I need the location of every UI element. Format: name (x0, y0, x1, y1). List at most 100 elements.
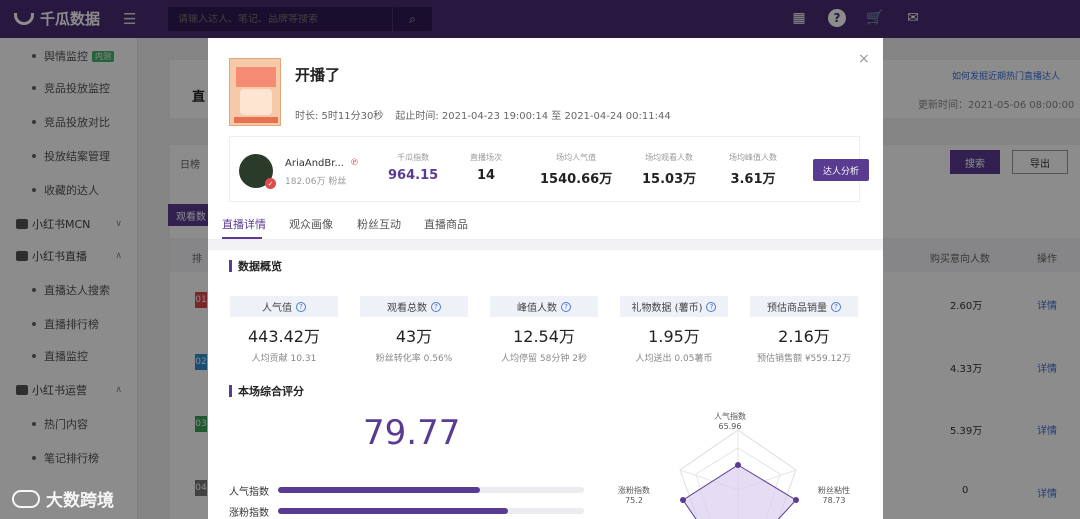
sidebar-item-campaign-report[interactable]: 投放结案管理 (0, 146, 138, 166)
table-cell-value: 4.33万 (950, 364, 983, 375)
bullet-icon (32, 288, 36, 292)
filter-button[interactable]: 观看数 (168, 204, 214, 226)
stat-live-count: 直播场次 14 (470, 153, 502, 183)
page-title-fragment: 直 (192, 90, 206, 105)
app-name: 千瓜数据 (40, 10, 101, 28)
export-button[interactable]: 导出 (1012, 150, 1068, 174)
menu-toggle-icon[interactable]: ☰ (123, 10, 137, 28)
mail-icon[interactable]: ✉ (907, 10, 919, 26)
chevron-up-icon: ∧ (115, 251, 122, 261)
chevron-down-icon: ∨ (115, 219, 122, 229)
live-detail-modal: × 开播了 时长: 5时11分30秒 起止时间: 2021-04-23 19:0… (208, 38, 883, 519)
tab-audience[interactable]: 观众画像 (289, 218, 333, 231)
rank-badge: 03 (195, 416, 207, 432)
bullet-icon (32, 86, 36, 90)
kpi-total-views: 观看总数? 43万 粉丝转化率 0.56% (360, 296, 468, 364)
table-cell-value: 0 (962, 485, 969, 496)
bullet-icon (32, 322, 36, 326)
col-purchase-intent: 购买意向人数 (930, 254, 990, 265)
streamer-card: ✓ AriaAndBr... ℗ 182.06万 粉丝 千瓜指数 964.15 … (229, 136, 869, 202)
sidebar-item-competitor-compare[interactable]: 竞品投放对比 (0, 112, 138, 132)
verified-icon: ✓ (265, 178, 276, 189)
row-detail-link[interactable]: 详情 (1037, 426, 1057, 437)
help-icon[interactable]: ? (828, 9, 846, 27)
kpi-peak-viewers: 峰值人数? 12.54万 人均停留 58分钟 2秒 (490, 296, 598, 364)
score-bar-fill (278, 487, 480, 493)
xiaohongshu-icon: ℗ (350, 158, 359, 168)
detail-tabs: 直播详情 观众画像 粉丝互动 直播商品 (208, 208, 883, 240)
mcn-icon (16, 219, 28, 229)
sidebar: 舆情监控 内测 竞品投放监控 竞品投放对比 投放结案管理 收藏的达人 小红书MCN… (0, 38, 138, 519)
search-icon[interactable]: ⌕ (392, 7, 432, 31)
sidebar-item-note-ranking[interactable]: 笔记排行榜 (0, 448, 138, 468)
close-icon[interactable]: × (858, 51, 870, 67)
live-duration: 时长: 5时11分30秒 (295, 111, 384, 122)
video-icon (16, 251, 28, 261)
stat-qiangua-index: 千瓜指数 964.15 (388, 153, 439, 183)
top-icons: ▦ ? 🛒 ✉ (790, 9, 922, 27)
sidebar-item-live-monitor[interactable]: 直播监控 (0, 346, 138, 366)
live-title: 开播了 (295, 66, 341, 84)
info-icon[interactable]: ? (431, 301, 441, 312)
bullet-icon (32, 154, 36, 158)
cart-icon[interactable]: 🛒 (866, 10, 884, 26)
logo-icon (14, 12, 34, 25)
radar-label-popularity: 人气指数 65.96 (714, 412, 746, 431)
tab-live-products[interactable]: 直播商品 (424, 218, 468, 231)
bullet-icon (32, 422, 36, 426)
info-icon[interactable]: ? (706, 301, 717, 312)
tab-live-detail[interactable]: 直播详情 (222, 218, 266, 231)
help-link[interactable]: 如何发掘近期热门直播达人 (952, 72, 1061, 82)
bullet-icon (32, 188, 36, 192)
sidebar-group-operations[interactable]: 小红书运营 ∧ (0, 380, 138, 400)
bullet-icon (32, 54, 36, 58)
live-cover-image (229, 58, 281, 126)
apps-grid-icon[interactable]: ▦ (792, 10, 806, 26)
active-tab-indicator (222, 237, 262, 239)
sidebar-group-mcn[interactable]: 小红书MCN ∨ (0, 214, 138, 234)
bullet-icon (32, 354, 36, 358)
app-logo[interactable]: 千瓜数据 (14, 8, 100, 29)
score-bar-popularity: 人气指数 (229, 483, 589, 498)
sidebar-item-sentiment[interactable]: 舆情监控 内测 (0, 46, 138, 66)
row-detail-link[interactable]: 详情 (1037, 301, 1057, 312)
streamer-name[interactable]: AriaAndBr... (285, 158, 344, 169)
global-search: ⌕ (168, 7, 432, 31)
top-bar: 千瓜数据 ☰ ⌕ ▦ ? 🛒 ✉ (0, 0, 1080, 38)
score-bar-fill (278, 508, 509, 514)
sidebar-item-live-search[interactable]: 直播达人搜索 (0, 280, 138, 300)
row-detail-link[interactable]: 详情 (1037, 364, 1057, 375)
sidebar-item-hot-content[interactable]: 热门内容 (0, 414, 138, 434)
sidebar-item-favorites[interactable]: 收藏的达人 (0, 180, 138, 200)
table-cell-value: 2.60万 (950, 301, 983, 312)
sidebar-group-live[interactable]: 小红书直播 ∧ (0, 246, 138, 266)
overview-title: 数据概览 (229, 258, 282, 274)
operations-icon (16, 385, 28, 395)
info-icon[interactable]: ? (296, 301, 306, 312)
info-icon[interactable]: ? (561, 301, 571, 312)
sidebar-item-competitor-monitor[interactable]: 竞品投放监控 (0, 78, 138, 98)
chevron-up-icon: ∧ (115, 385, 122, 395)
row-detail-link[interactable]: 详情 (1037, 489, 1057, 500)
watermark-logo: 大数跨境 (12, 486, 114, 511)
col-rank: 排 (192, 254, 202, 265)
streamer-analysis-button[interactable]: 达人分析 (813, 159, 869, 181)
score-bar-fan-growth: 涨粉指数 (229, 504, 589, 519)
bullet-icon (32, 120, 36, 124)
rank-badge: 04 (195, 480, 207, 496)
table-cell-value: 5.39万 (950, 426, 983, 437)
stat-avg-peak: 场均峰值人数 3.61万 (729, 153, 777, 187)
overall-score: 79.77 (363, 413, 461, 453)
date-selector[interactable]: 日榜 (180, 160, 200, 171)
live-meta: 时长: 5时11分30秒 起止时间: 2021-04-23 19:00:14 至… (295, 107, 671, 122)
tab-fan-interaction[interactable]: 粉丝互动 (357, 218, 401, 231)
section-divider (208, 240, 883, 250)
radar-label-fan-growth: 涨粉指数 75.2 (618, 486, 650, 505)
search-input[interactable] (168, 13, 392, 25)
search-button[interactable]: 搜索 (950, 150, 1000, 174)
info-icon[interactable]: ? (831, 301, 841, 312)
beta-badge: 内测 (92, 50, 114, 62)
rank-badge: 01 (195, 292, 207, 308)
update-time: 更新时间：2021-05-06 08:00:00 (918, 100, 1075, 111)
sidebar-item-live-ranking[interactable]: 直播排行榜 (0, 314, 138, 334)
